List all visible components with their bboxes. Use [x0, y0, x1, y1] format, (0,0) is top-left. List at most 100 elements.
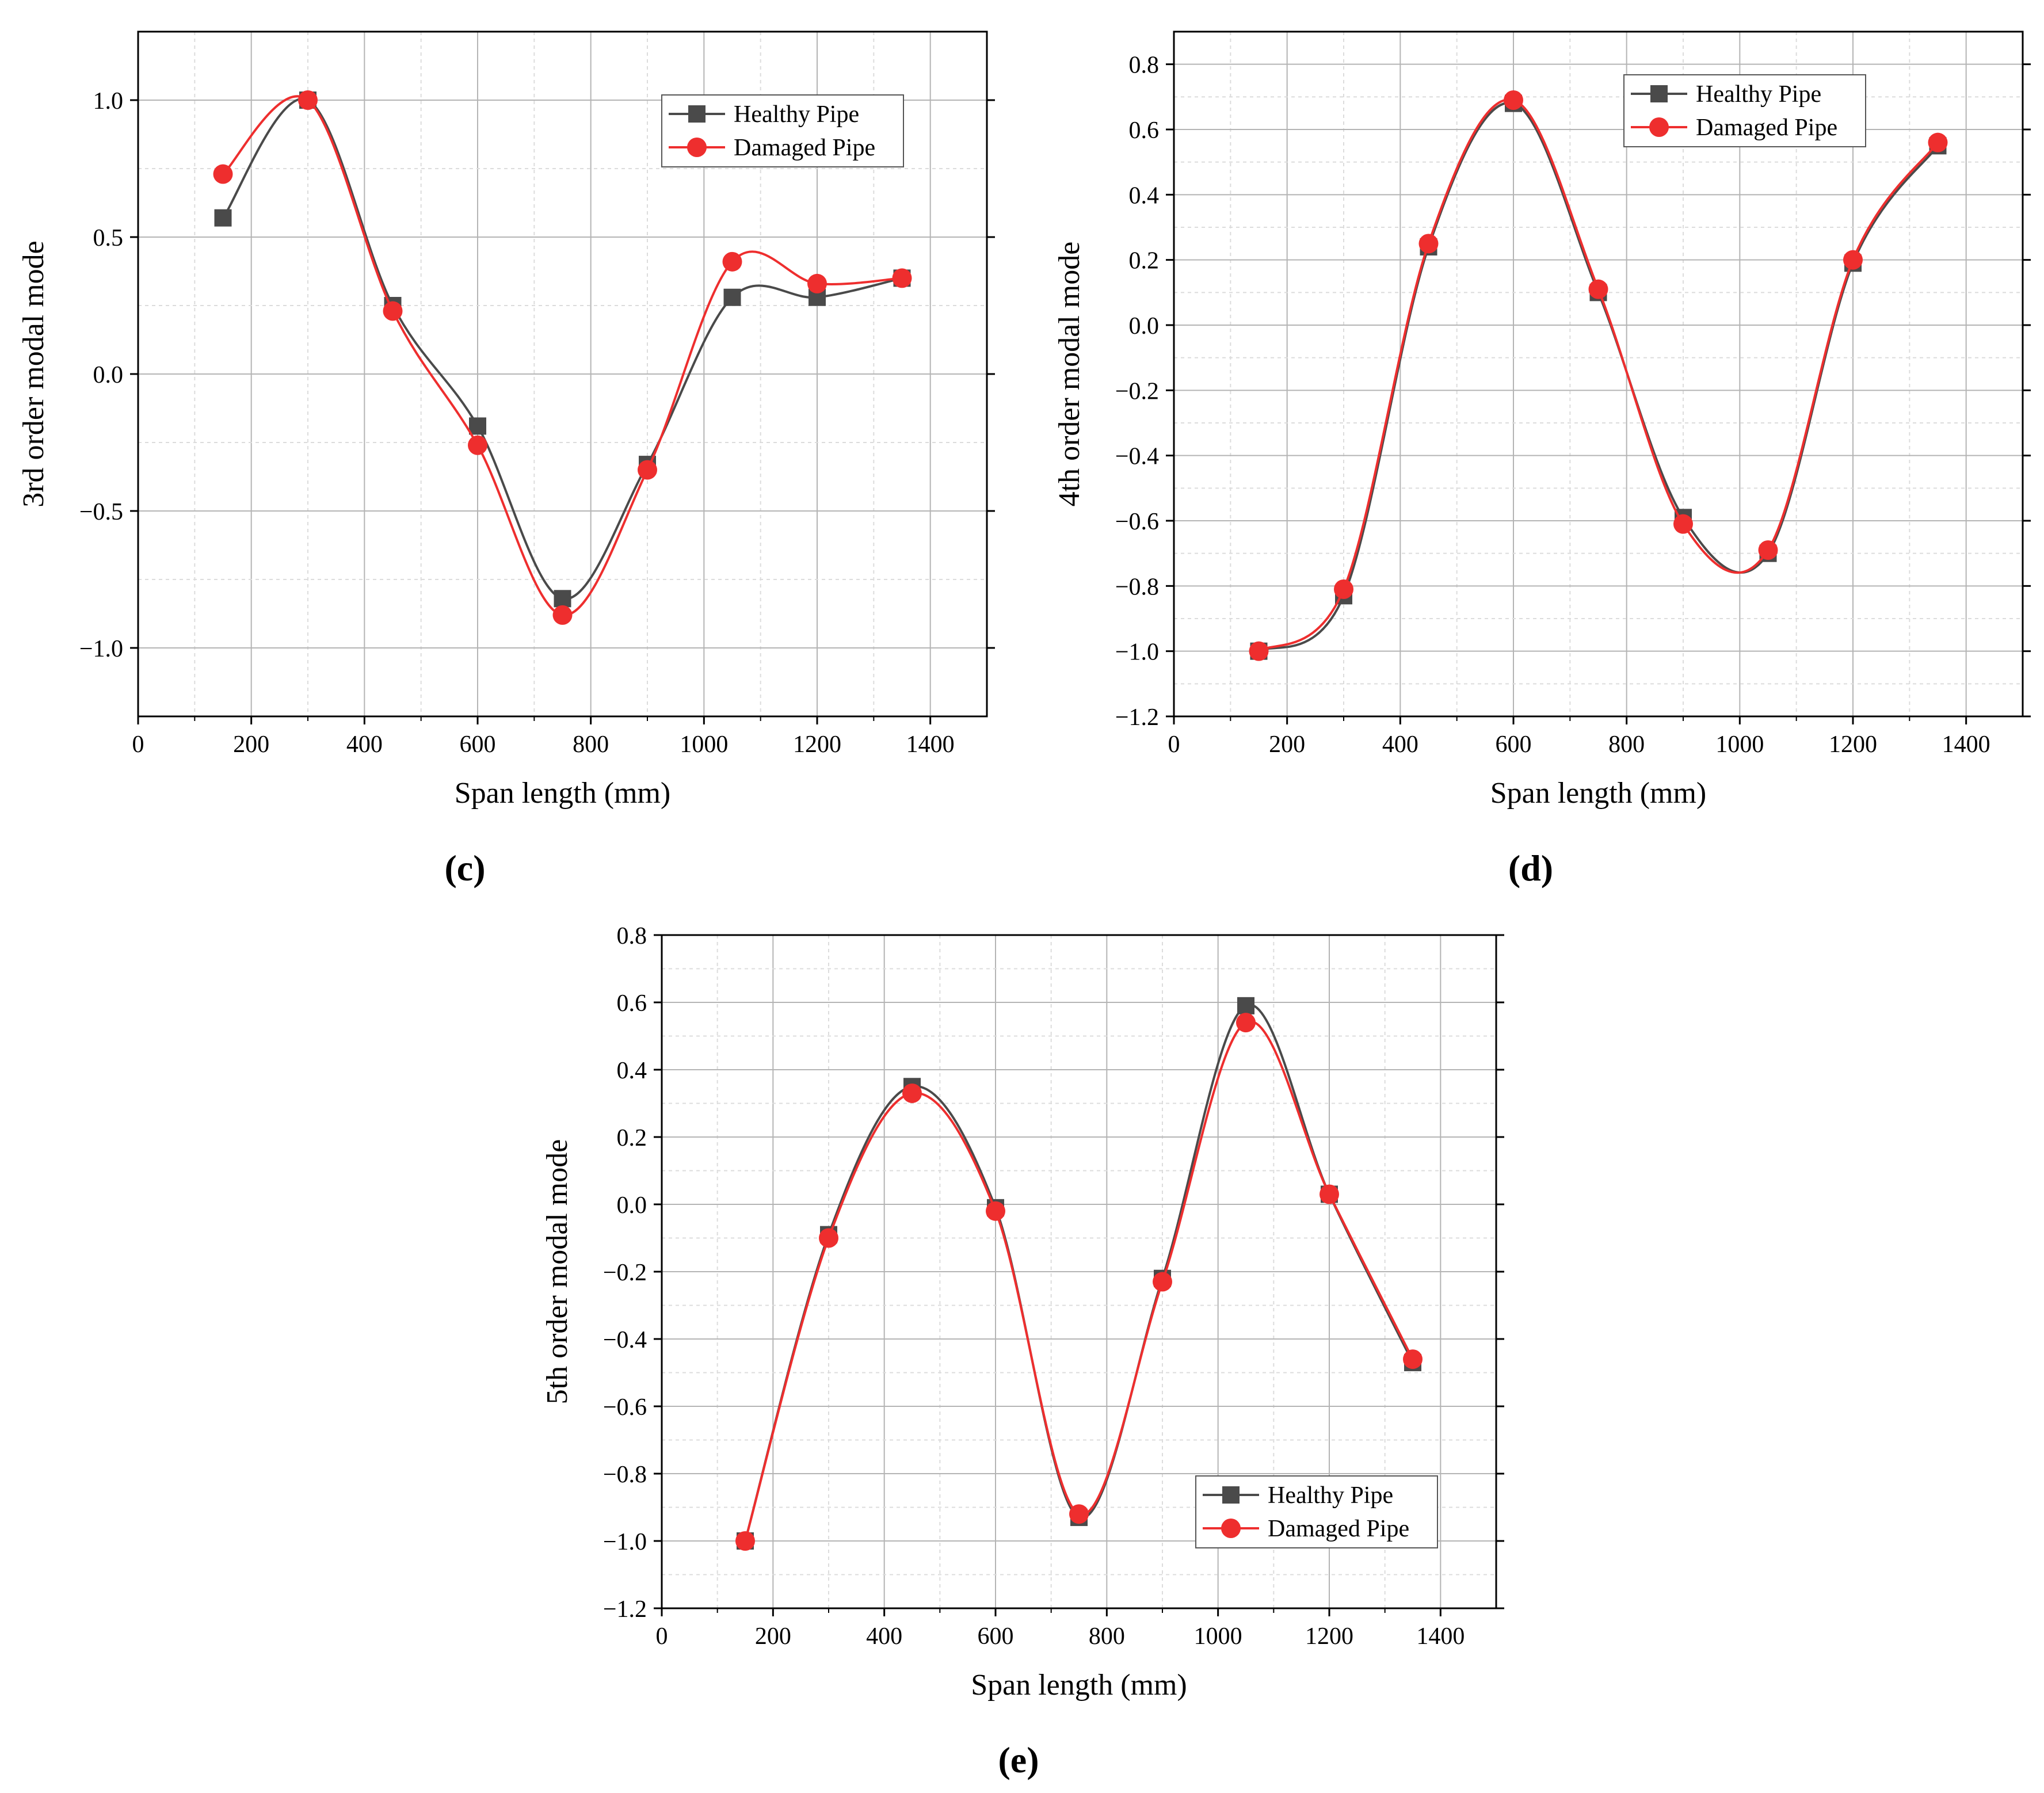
- data-point-circle: [1418, 234, 1439, 254]
- y-tick-label: 0.2: [617, 1125, 647, 1151]
- data-point-circle: [552, 605, 573, 625]
- data-point-circle: [298, 90, 318, 110]
- data-point-circle: [1334, 579, 1353, 599]
- legend-marker-circle: [1221, 1519, 1241, 1538]
- legend-label: Damaged Pipe: [734, 135, 875, 161]
- data-point-circle: [819, 1228, 838, 1248]
- data-point-circle: [383, 301, 403, 321]
- x-tick-label: 1200: [1305, 1623, 1353, 1650]
- data-point-circle: [986, 1201, 1005, 1221]
- legend-marker-circle: [1649, 117, 1669, 137]
- y-tick-label: −0.6: [1115, 509, 1159, 535]
- y-tick-label: 1.0: [93, 88, 124, 115]
- y-tick-label: 0.8: [617, 923, 647, 949]
- plot-area: [1174, 32, 2023, 716]
- data-point-circle: [1403, 1349, 1423, 1369]
- x-tick-label: 200: [1269, 731, 1305, 758]
- x-tick-label: 1200: [793, 731, 841, 758]
- legend-label: Damaged Pipe: [1696, 115, 1837, 141]
- y-tick-label: 0.0: [1129, 313, 1160, 339]
- data-point-circle: [902, 1083, 922, 1103]
- y-tick-label: 0.6: [1129, 117, 1160, 144]
- data-point-circle: [1236, 1013, 1256, 1033]
- x-tick-label: 800: [1089, 1623, 1125, 1650]
- legend-label: Healthy Pipe: [1268, 1482, 1393, 1509]
- x-tick-label: 0: [656, 1623, 668, 1650]
- chart-panel-1: 0 200 400 600 800 1000 1200 1400 −1.2 −1.0 −0.8 −0.…: [1053, 30, 2031, 888]
- data-point-circle: [807, 273, 827, 293]
- y-axis-label: 3rd order modal mode: [17, 241, 50, 508]
- y-tick-label: −0.4: [1115, 444, 1159, 470]
- legend: Healthy Pipe Damaged Pipe: [661, 94, 904, 167]
- x-tick-label: 600: [460, 731, 496, 758]
- legend-marker-circle: [687, 138, 707, 157]
- x-tick-label: 1000: [680, 731, 728, 758]
- y-tick-label: −0.8: [1115, 574, 1159, 600]
- y-tick-label: 0.4: [617, 1058, 647, 1084]
- x-tick-label: 400: [1382, 731, 1418, 758]
- legend: Healthy Pipe Damaged Pipe: [1195, 1475, 1438, 1548]
- y-tick-label: −0.6: [603, 1394, 647, 1421]
- y-tick-label: −0.4: [603, 1327, 647, 1353]
- legend-label: Damaged Pipe: [1268, 1516, 1409, 1542]
- data-point-circle: [1673, 514, 1693, 534]
- y-tick-label: −1.0: [603, 1529, 647, 1555]
- x-tick-label: 1400: [1416, 1623, 1465, 1650]
- panel-label: (c): [444, 848, 485, 888]
- y-axis-label: 4th order modal mode: [1053, 242, 1086, 507]
- x-axis-label: Span length (mm): [971, 1669, 1187, 1702]
- y-tick-label: −0.5: [79, 499, 123, 525]
- x-tick-label: 1400: [906, 731, 955, 758]
- data-point-circle: [1504, 90, 1523, 110]
- x-tick-label: 1200: [1829, 731, 1877, 758]
- series-damaged: [735, 1013, 1423, 1551]
- data-point-circle: [638, 460, 657, 480]
- x-tick-label: 800: [1608, 731, 1645, 758]
- x-tick-label: 0: [132, 731, 144, 758]
- data-point-circle: [1588, 279, 1608, 299]
- x-tick-label: 400: [866, 1623, 902, 1650]
- y-tick-label: 0.6: [617, 990, 647, 1017]
- x-tick-label: 1000: [1715, 731, 1764, 758]
- axes-frame: [1173, 30, 2024, 718]
- data-point-square: [1237, 997, 1254, 1014]
- data-point-circle: [468, 435, 487, 455]
- y-tick-label: −0.8: [603, 1462, 647, 1488]
- x-tick-label: 1400: [1942, 731, 1990, 758]
- x-tick-label: 800: [573, 731, 609, 758]
- data-point-square: [723, 288, 741, 306]
- series-line: [222, 97, 902, 600]
- legend: Healthy Pipe Damaged Pipe: [1623, 74, 1866, 147]
- data-point-circle: [1320, 1184, 1339, 1204]
- data-point-circle: [1758, 540, 1778, 560]
- x-axis-label: Span length (mm): [1490, 777, 1707, 810]
- data-point-square: [554, 590, 571, 608]
- legend-marker-square: [688, 105, 706, 123]
- data-point-circle: [213, 164, 233, 184]
- series-damaged: [1249, 90, 1948, 661]
- x-tick-label: 600: [978, 1623, 1014, 1650]
- y-tick-label: 0.0: [93, 362, 124, 388]
- y-tick-label: 0.2: [1129, 248, 1160, 274]
- y-tick-label: −0.2: [603, 1260, 647, 1286]
- x-tick-label: 200: [755, 1623, 791, 1650]
- data-point-circle: [722, 251, 742, 272]
- y-tick-label: 0.0: [617, 1192, 647, 1219]
- x-tick-label: 200: [233, 731, 269, 758]
- data-point-circle: [1069, 1504, 1089, 1524]
- chart-panel-2: 0 200 400 600 800 1000 1200 1400 −1.2 −1.0 −0.8 −0.…: [541, 923, 1504, 1780]
- x-tick-label: 0: [1168, 731, 1180, 758]
- data-point-circle: [1153, 1272, 1172, 1292]
- data-point-square: [469, 417, 486, 435]
- data-point-circle: [892, 268, 912, 288]
- legend-marker-square: [1650, 85, 1668, 102]
- legend-label: Healthy Pipe: [1696, 81, 1821, 108]
- y-tick-label: 0.5: [93, 225, 124, 251]
- y-tick-label: −1.2: [1115, 704, 1159, 731]
- data-point-circle: [1249, 641, 1269, 661]
- x-tick-label: 1000: [1194, 1623, 1242, 1650]
- y-axis-label: 5th order modal mode: [541, 1139, 574, 1405]
- y-tick-label: 0.4: [1129, 182, 1160, 209]
- series-damaged: [213, 90, 912, 625]
